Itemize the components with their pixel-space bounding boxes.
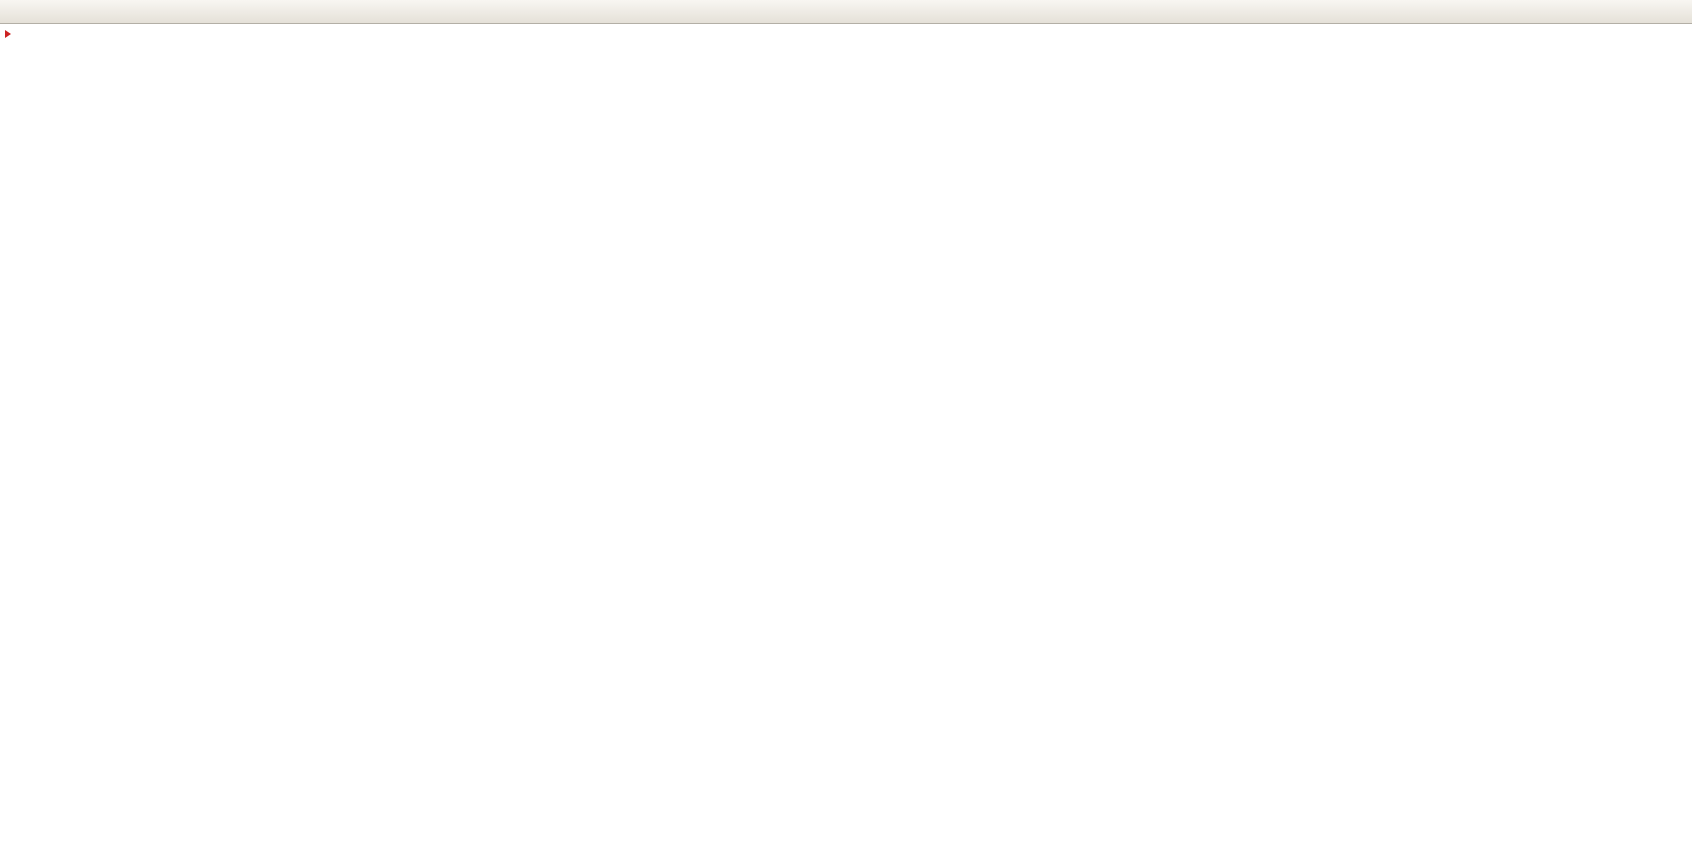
rsi-label — [6, 738, 14, 750]
chart-title — [5, 28, 15, 40]
macd-label — [6, 636, 18, 648]
symbol-marker-icon — [5, 30, 11, 39]
toolbar — [0, 0, 1692, 24]
